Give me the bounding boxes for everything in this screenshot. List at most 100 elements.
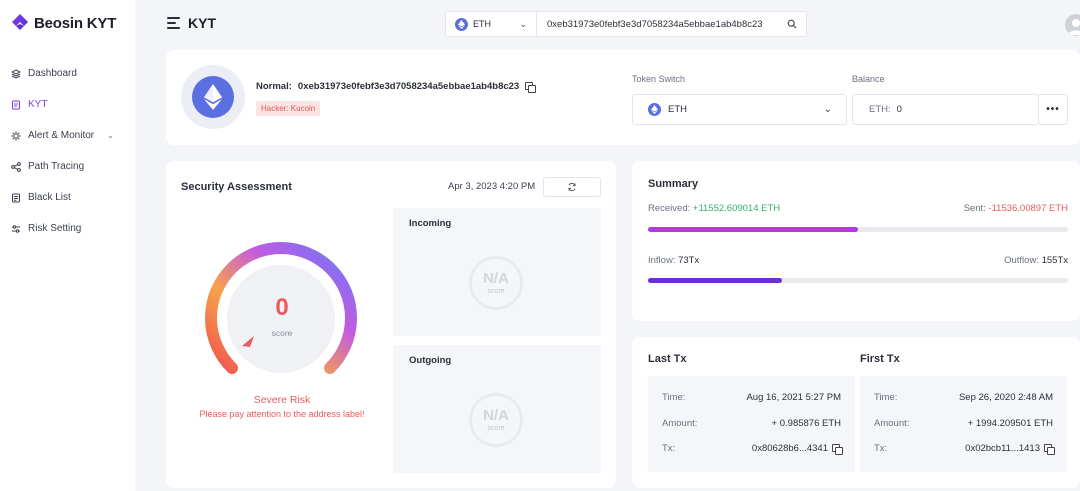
refresh-button[interactable] <box>543 177 601 197</box>
chain-select-value: ETH <box>473 19 491 29</box>
outgoing-label: Outgoing <box>409 355 452 366</box>
token-switch-select[interactable]: ETH ⌄ <box>632 94 847 125</box>
brand-logo[interactable]: Beosin KYT <box>10 13 116 33</box>
first-tx-hash-wrap: 0x02bcb11...1413 <box>965 443 1055 455</box>
received-value: +11552.609014 ETH <box>692 203 781 214</box>
chain-select[interactable]: ETH ⌄ <box>446 12 537 36</box>
sidebar-item-label: Risk Setting <box>28 223 82 234</box>
more-options-button[interactable]: ••• <box>1038 94 1068 125</box>
sent-label: Sent: <box>963 203 986 214</box>
received-row: Received: +11552.609014 ETH <box>648 203 780 214</box>
outgoing-panel: Outgoing N/A score <box>393 345 601 473</box>
gear-icon <box>11 131 21 141</box>
balance-label: Balance <box>852 74 885 84</box>
sidebar-item-risk-setting[interactable]: Risk Setting <box>0 213 135 244</box>
token-switch-label: Token Switch <box>632 74 686 84</box>
document-icon <box>11 100 21 110</box>
amount-label: Amount: <box>662 418 698 429</box>
outgoing-score: N/A score <box>469 393 523 447</box>
first-tx-amount-row: Amount: + 1994.209501 ETH <box>874 418 1053 429</box>
refresh-icon <box>568 182 576 192</box>
main-content: KYT ETH ⌄ 0xeb31973e0febf3e3d7058234a5eb… <box>135 0 1080 491</box>
sidebar: Beosin KYT Dashboard KYT Alert & Monitor… <box>0 0 135 491</box>
first-tx-hash[interactable]: 0x02bcb11...1413 <box>965 443 1040 454</box>
balance-field: ETH: 0 <box>852 94 1039 125</box>
copy-icon[interactable] <box>525 82 537 93</box>
summary-title: Summary <box>648 178 699 190</box>
risk-level: Severe Risk <box>253 394 311 406</box>
sidebar-nav: Dashboard KYT Alert & Monitor ⌄ Path Tra… <box>0 58 135 244</box>
last-tx-time-row: Time: Aug 16, 2021 5:27 PM <box>662 392 841 403</box>
first-tx-panel: Time: Sep 26, 2020 2:48 AM Amount: + 199… <box>860 376 1067 472</box>
sidebar-item-label: Black List <box>28 192 71 203</box>
received-sent-bar <box>648 227 1068 232</box>
time-label: Time: <box>874 392 898 403</box>
risk-note: Please pay attention to the address labe… <box>199 409 365 419</box>
outgoing-score-value: N/A <box>483 407 509 424</box>
page-title: KYT <box>188 15 216 31</box>
incoming-score: N/A score <box>469 256 523 310</box>
last-tx-time: Aug 16, 2021 5:27 PM <box>746 392 841 403</box>
copy-icon[interactable] <box>832 444 843 455</box>
security-assessment-card: Security Assessment Apr 3, 2023 4:20 PM <box>166 161 616 488</box>
risk-score-value: 0 <box>275 294 289 321</box>
address-label-tag: Hacker: Kucoin <box>256 101 321 116</box>
first-tx-hash-row: Tx: 0x02bcb11...1413 <box>874 443 1055 455</box>
incoming-score-value: N/A <box>483 270 509 287</box>
outflow-row: Outflow: 155Tx <box>1004 255 1068 266</box>
chevron-down-icon: ⌄ <box>519 18 527 29</box>
inflow-outflow-bar <box>648 278 1068 283</box>
search-input[interactable]: 0xeb31973e0febf3e3d7058234a5ebbae1ab4b8c… <box>547 18 763 30</box>
token-switch-value: ETH <box>668 104 687 115</box>
incoming-panel: Incoming N/A score <box>393 208 601 336</box>
tx-label: Tx: <box>662 443 676 454</box>
received-label: Received: <box>648 203 691 214</box>
sidebar-item-label: Dashboard <box>28 68 77 79</box>
sidebar-item-label: KYT <box>28 99 48 110</box>
inflow-label: Inflow: <box>648 255 676 266</box>
beosin-logo-icon <box>12 14 28 30</box>
assessment-date: Apr 3, 2023 4:20 PM <box>448 181 536 192</box>
tx-label: Tx: <box>874 443 888 454</box>
security-title: Security Assessment <box>181 181 292 193</box>
ethereum-icon <box>648 103 661 116</box>
search-icon[interactable] <box>778 19 806 29</box>
address-search: ETH ⌄ 0xeb31973e0febf3e3d7058234a5ebbae1… <box>445 11 807 37</box>
inflow-row: Inflow: 73Tx <box>648 255 699 266</box>
risk-score-gauge <box>205 242 357 374</box>
incoming-label: Incoming <box>409 218 452 229</box>
address-line: Normal: 0xeb31973e0febf3e3d7058234a5ebba… <box>256 81 537 93</box>
address-type-label: Normal: <box>256 81 292 92</box>
network-icon <box>11 161 21 172</box>
sidebar-item-kyt[interactable]: KYT <box>0 89 135 120</box>
last-tx-hash[interactable]: 0x80628b6...4341 <box>751 443 828 454</box>
brand-name: Beosin KYT <box>34 14 117 32</box>
last-tx-hash-wrap: 0x80628b6...4341 <box>751 443 843 455</box>
first-tx-amount: + 1994.209501 ETH <box>967 418 1053 429</box>
sent-row: Sent: -11536.00897 ETH <box>964 203 1068 214</box>
menu-toggle-icon[interactable] <box>167 17 180 29</box>
sidebar-item-path-tracing[interactable]: Path Tracing <box>0 151 135 182</box>
last-tx-title: Last Tx <box>648 353 687 365</box>
amount-label: Amount: <box>874 418 910 429</box>
sidebar-item-black-list[interactable]: Black List <box>0 182 135 213</box>
outflow-label: Outflow: <box>1004 255 1039 266</box>
transactions-card: Last Tx First Tx Time: Aug 16, 2021 5:27… <box>632 337 1080 488</box>
incoming-score-label: score <box>487 288 505 295</box>
first-tx-title: First Tx <box>860 353 900 365</box>
sidebar-item-alert-monitor[interactable]: Alert & Monitor ⌄ <box>0 120 135 151</box>
chevron-down-icon: ⌄ <box>823 104 832 115</box>
user-avatar[interactable] <box>1065 14 1080 36</box>
first-tx-time-row: Time: Sep 26, 2020 2:48 AM <box>874 392 1053 403</box>
last-tx-amount-row: Amount: + 0.985876 ETH <box>662 418 841 429</box>
received-bar-fill <box>648 227 858 232</box>
risk-score-label: score <box>271 328 293 338</box>
last-tx-amount: + 0.985876 ETH <box>771 418 841 429</box>
balance-value: 0 <box>896 104 902 115</box>
sent-value: -11536.00897 ETH <box>988 203 1068 214</box>
layers-icon <box>11 68 21 79</box>
inflow-bar-fill <box>648 278 783 283</box>
last-tx-panel: Time: Aug 16, 2021 5:27 PM Amount: + 0.9… <box>648 376 855 472</box>
copy-icon[interactable] <box>1044 444 1055 455</box>
sidebar-item-dashboard[interactable]: Dashboard <box>0 58 135 89</box>
